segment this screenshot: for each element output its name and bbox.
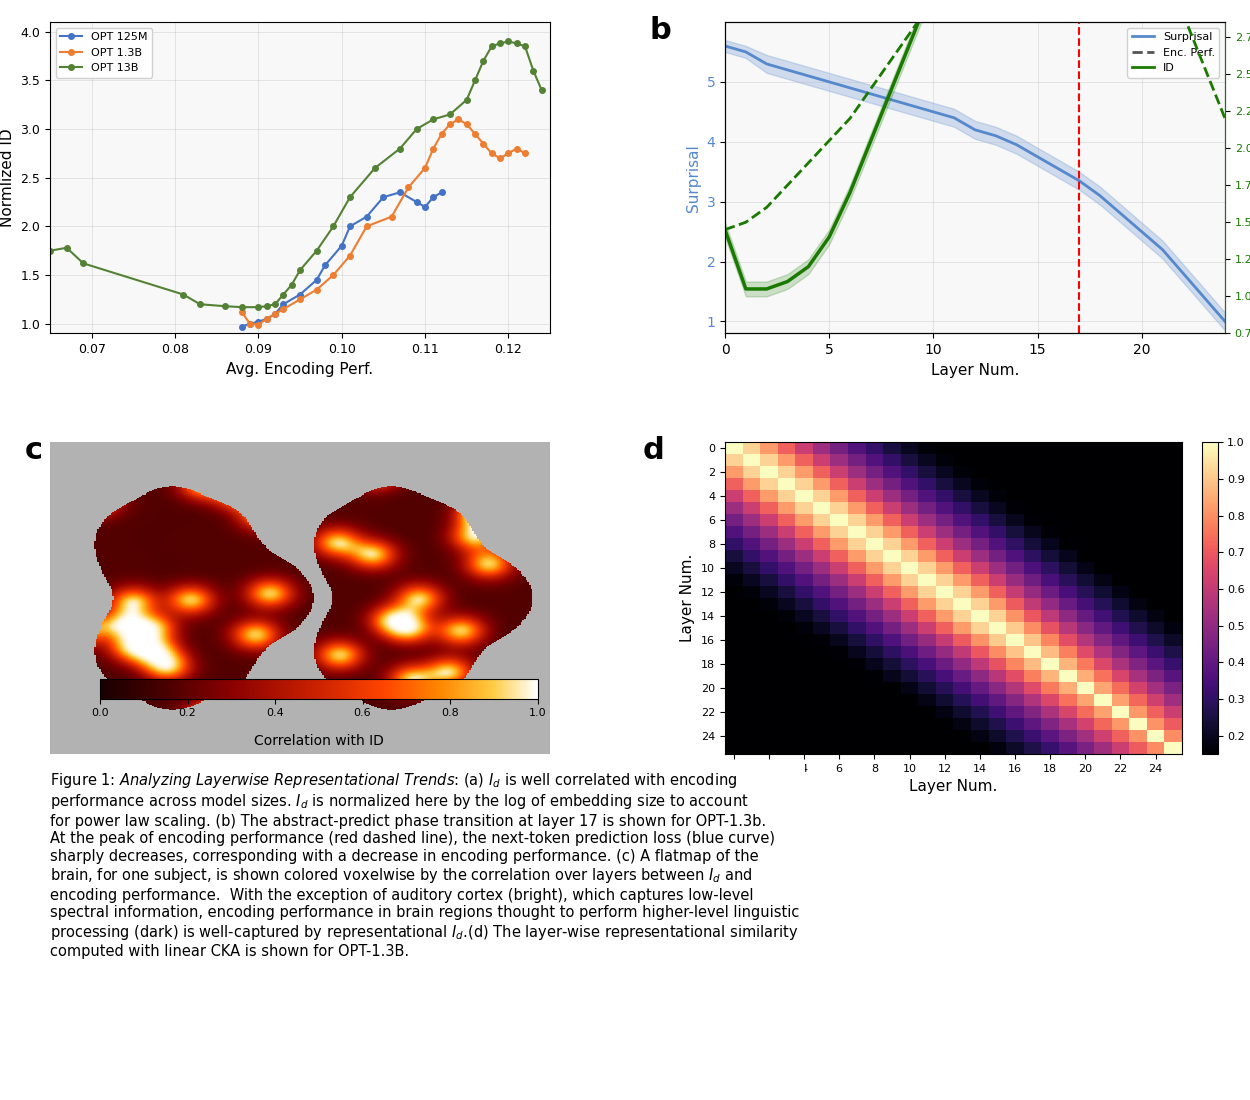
OPT 125M: [434, 186, 449, 199]
OPT 1.3B: [459, 118, 474, 131]
OPT 1.3B: [401, 180, 416, 194]
OPT 13B: [259, 299, 274, 312]
OPT 125M: [318, 258, 332, 272]
OPT 125M: [359, 210, 374, 223]
OPT 13B: [509, 36, 524, 50]
OPT 125M: [234, 320, 249, 333]
OPT 13B: [276, 288, 291, 301]
OPT 13B: [426, 112, 441, 125]
OPT 13B: [176, 288, 191, 301]
OPT 1.3B: [326, 268, 341, 282]
OPT 1.3B: [251, 318, 266, 331]
OPT 1.3B: [426, 142, 441, 155]
OPT 1.3B: [509, 142, 524, 155]
Line: OPT 125M: OPT 125M: [239, 189, 445, 329]
OPT 13B: [59, 241, 74, 254]
OPT 1.3B: [234, 306, 249, 319]
OPT 125M: [259, 312, 274, 326]
OPT 13B: [217, 299, 232, 312]
OPT 13B: [284, 278, 299, 292]
OPT 125M: [309, 273, 324, 286]
X-axis label: Avg. Encoding Perf.: Avg. Encoding Perf.: [226, 362, 374, 376]
OPT 1.3B: [292, 293, 308, 306]
OPT 1.3B: [434, 128, 449, 141]
Legend: OPT 125M, OPT 1.3B, OPT 13B: OPT 125M, OPT 1.3B, OPT 13B: [55, 28, 152, 78]
OPT 13B: [501, 35, 516, 48]
OPT 1.3B: [359, 220, 374, 233]
OPT 13B: [459, 94, 474, 107]
OPT 1.3B: [451, 112, 466, 125]
OPT 125M: [268, 307, 282, 320]
OPT 1.3B: [518, 146, 532, 160]
OPT 13B: [442, 108, 458, 121]
Text: Correlation with ID: Correlation with ID: [254, 734, 384, 748]
OPT 1.3B: [476, 138, 491, 151]
OPT 1.3B: [268, 307, 282, 320]
OPT 13B: [526, 64, 541, 77]
Y-axis label: Surprisal: Surprisal: [686, 144, 701, 211]
OPT 1.3B: [384, 210, 399, 223]
OPT 1.3B: [484, 146, 499, 160]
OPT 125M: [251, 316, 266, 329]
OPT 125M: [376, 190, 391, 204]
OPT 1.3B: [468, 128, 482, 141]
OPT 13B: [492, 36, 508, 50]
Line: OPT 1.3B: OPT 1.3B: [239, 117, 528, 328]
OPT 13B: [534, 84, 549, 97]
OPT 13B: [42, 244, 58, 257]
OPT 125M: [418, 200, 432, 213]
Text: c: c: [25, 437, 42, 465]
OPT 13B: [392, 142, 408, 155]
OPT 125M: [276, 298, 291, 311]
OPT 13B: [468, 74, 482, 87]
OPT 13B: [368, 162, 382, 175]
OPT 1.3B: [442, 118, 458, 131]
OPT 125M: [409, 196, 424, 209]
Text: b: b: [650, 15, 671, 45]
OPT 125M: [242, 317, 258, 330]
OPT 1.3B: [342, 249, 357, 262]
OPT 125M: [334, 239, 349, 252]
Text: Figure 1: $\it{Analyzing\ Layerwise\ Representational\ Trends}$: (a) $I_d$ is we: Figure 1: $\it{Analyzing\ Layerwise\ Rep…: [50, 771, 800, 959]
X-axis label: Layer Num.: Layer Num.: [931, 363, 1019, 377]
OPT 125M: [342, 220, 357, 233]
OPT 13B: [76, 256, 91, 270]
OPT 13B: [292, 264, 308, 277]
OPT 13B: [234, 300, 249, 313]
OPT 1.3B: [242, 317, 258, 330]
OPT 1.3B: [492, 152, 508, 165]
OPT 125M: [392, 186, 408, 199]
OPT 13B: [192, 298, 208, 311]
OPT 1.3B: [501, 146, 516, 160]
OPT 13B: [484, 40, 499, 53]
OPT 13B: [251, 300, 266, 313]
OPT 13B: [518, 40, 532, 53]
OPT 125M: [426, 190, 441, 204]
OPT 1.3B: [309, 283, 324, 296]
Y-axis label: Similarity: Similarity: [1248, 565, 1250, 631]
Text: d: d: [642, 437, 665, 465]
OPT 13B: [476, 54, 491, 67]
OPT 13B: [409, 122, 424, 135]
OPT 13B: [326, 220, 341, 233]
OPT 13B: [268, 298, 282, 311]
OPT 1.3B: [276, 302, 291, 316]
Y-axis label: Normlized ID: Normlized ID: [0, 129, 15, 227]
OPT 1.3B: [259, 312, 274, 326]
OPT 13B: [309, 244, 324, 257]
X-axis label: Layer Num.: Layer Num.: [909, 779, 998, 794]
Legend: Surprisal, Enc. Perf., ID: Surprisal, Enc. Perf., ID: [1128, 28, 1220, 78]
Line: OPT 13B: OPT 13B: [48, 39, 545, 310]
OPT 13B: [342, 190, 357, 204]
OPT 1.3B: [418, 162, 432, 175]
OPT 125M: [292, 288, 308, 301]
Y-axis label: Layer Num.: Layer Num.: [680, 554, 695, 642]
